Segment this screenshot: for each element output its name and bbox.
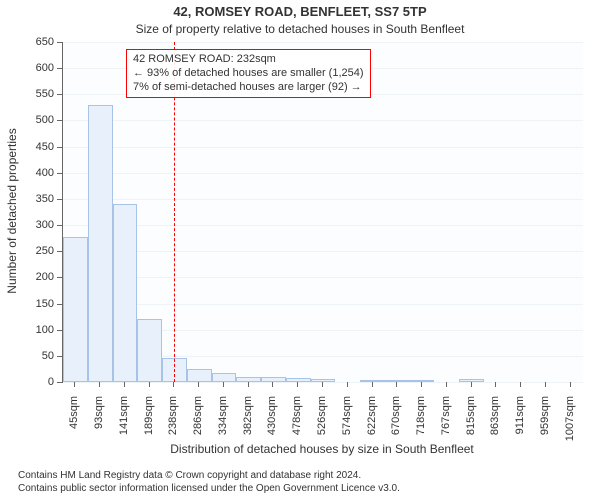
y-tick-label: 450 xyxy=(24,141,54,153)
chart-title-main: 42, ROMSEY ROAD, BENFLEET, SS7 5TP xyxy=(0,4,600,19)
y-tick-label: 350 xyxy=(24,193,54,205)
y-tick-label: 650 xyxy=(24,36,54,48)
callout-line: 7% of semi-detached houses are larger (9… xyxy=(133,81,364,95)
y-tick-label: 550 xyxy=(24,88,54,100)
grid-line xyxy=(63,304,583,305)
x-axis-label: Distribution of detached houses by size … xyxy=(62,442,582,456)
callout-box: 42 ROMSEY ROAD: 232sqm← 93% of detached … xyxy=(126,49,371,98)
y-tick-mark xyxy=(57,173,62,174)
y-tick-mark xyxy=(57,94,62,95)
grid-line xyxy=(63,147,583,148)
y-tick-label: 250 xyxy=(24,245,54,257)
grid-line xyxy=(63,199,583,200)
y-tick-mark xyxy=(57,42,62,43)
x-tick-mark xyxy=(545,382,546,387)
y-tick-label: 50 xyxy=(24,350,54,362)
histogram-bar xyxy=(187,369,212,382)
y-tick-label: 200 xyxy=(24,271,54,283)
histogram-bar xyxy=(212,373,237,382)
x-tick-mark xyxy=(272,382,273,387)
x-tick-mark xyxy=(520,382,521,387)
y-tick-mark xyxy=(57,68,62,69)
footer-attribution: Contains HM Land Registry data © Crown c… xyxy=(18,470,400,495)
y-tick-mark xyxy=(57,277,62,278)
grid-line xyxy=(63,277,583,278)
y-tick-label: 150 xyxy=(24,298,54,310)
chart-title-sub: Size of property relative to detached ho… xyxy=(0,22,600,36)
grid-line xyxy=(63,225,583,226)
x-tick-mark xyxy=(99,382,100,387)
histogram-bar xyxy=(236,377,261,382)
x-tick-mark xyxy=(372,382,373,387)
grid-line xyxy=(63,251,583,252)
grid-line xyxy=(63,173,583,174)
histogram-bar xyxy=(113,204,138,382)
y-tick-label: 0 xyxy=(24,376,54,388)
y-tick-mark xyxy=(57,199,62,200)
y-tick-label: 100 xyxy=(24,324,54,336)
y-tick-mark xyxy=(57,147,62,148)
callout-line: ← 93% of detached houses are smaller (1,… xyxy=(133,67,364,81)
x-tick-mark xyxy=(297,382,298,387)
y-tick-mark xyxy=(57,304,62,305)
x-tick-mark xyxy=(149,382,150,387)
y-tick-mark xyxy=(57,382,62,383)
y-tick-label: 600 xyxy=(24,62,54,74)
chart-root: { "titles": { "main": "42, ROMSEY ROAD, … xyxy=(0,0,600,500)
footer-line: Contains HM Land Registry data © Crown c… xyxy=(18,470,400,483)
x-tick-mark xyxy=(322,382,323,387)
x-tick-mark xyxy=(421,382,422,387)
x-tick-mark xyxy=(495,382,496,387)
x-tick-mark xyxy=(173,382,174,387)
histogram-bar xyxy=(261,377,286,382)
x-tick-mark xyxy=(223,382,224,387)
y-tick-label: 400 xyxy=(24,167,54,179)
grid-line xyxy=(63,120,583,121)
x-tick-mark xyxy=(347,382,348,387)
y-tick-mark xyxy=(57,356,62,357)
x-tick-mark xyxy=(124,382,125,387)
y-tick-mark xyxy=(57,120,62,121)
y-tick-label: 500 xyxy=(24,114,54,126)
grid-line xyxy=(63,382,583,383)
histogram-bar xyxy=(360,380,385,382)
y-axis-label: Number of detached properties xyxy=(5,41,19,381)
histogram-bar xyxy=(63,237,88,382)
x-tick-mark xyxy=(198,382,199,387)
histogram-bar xyxy=(459,379,484,382)
x-tick-mark xyxy=(471,382,472,387)
callout-line: 42 ROMSEY ROAD: 232sqm xyxy=(133,53,364,67)
grid-line xyxy=(63,42,583,43)
x-tick-mark xyxy=(396,382,397,387)
histogram-bar xyxy=(137,319,162,382)
y-tick-mark xyxy=(57,225,62,226)
x-tick-mark xyxy=(74,382,75,387)
x-tick-mark xyxy=(570,382,571,387)
x-tick-mark xyxy=(446,382,447,387)
y-tick-mark xyxy=(57,330,62,331)
footer-line: Contains public sector information licen… xyxy=(18,483,400,496)
y-tick-label: 300 xyxy=(24,219,54,231)
histogram-bar xyxy=(88,105,113,382)
x-tick-mark xyxy=(248,382,249,387)
y-tick-mark xyxy=(57,251,62,252)
